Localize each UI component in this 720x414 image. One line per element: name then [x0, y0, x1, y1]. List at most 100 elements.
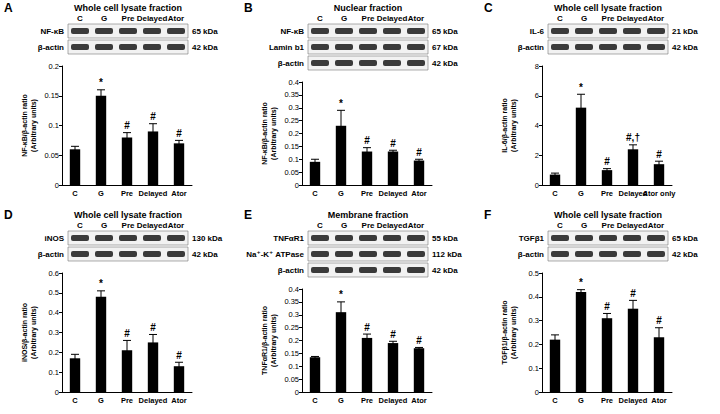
svg-text:Pre: Pre: [121, 396, 133, 405]
svg-text:67 kDa: 67 kDa: [432, 43, 458, 52]
svg-text:C: C: [557, 14, 563, 23]
svg-text:Na⁺-K⁺ ATPase: Na⁺-K⁺ ATPase: [246, 250, 304, 259]
svg-text:G: G: [101, 14, 107, 23]
svg-text:#: #: [390, 138, 396, 149]
svg-text:4: 4: [535, 121, 539, 130]
svg-text:Whole cell lysate fraction: Whole cell lysate fraction: [74, 3, 182, 13]
svg-text:0: 0: [295, 181, 299, 190]
svg-text:0.35: 0.35: [284, 297, 299, 306]
svg-text:C: C: [312, 396, 318, 405]
svg-text:#: #: [124, 328, 130, 339]
svg-text:C: C: [312, 189, 318, 198]
svg-text:β-actin: β-actin: [518, 250, 544, 259]
svg-text:C: C: [72, 396, 78, 405]
svg-text:#: #: [364, 322, 370, 333]
svg-text:β-actin: β-actin: [278, 59, 304, 68]
svg-text:Pre: Pre: [121, 189, 133, 198]
svg-text:#,†: #,†: [626, 132, 640, 143]
svg-text:Delayed: Delayed: [617, 14, 648, 23]
svg-text:0: 0: [535, 388, 539, 397]
svg-text:Delayed: Delayed: [377, 221, 408, 230]
svg-text:C: C: [77, 221, 83, 230]
svg-text:Whole cell lysate fraction: Whole cell lysate fraction: [554, 3, 662, 13]
svg-text:Delayed: Delayed: [137, 14, 168, 23]
svg-text:F: F: [484, 208, 491, 222]
svg-text:Ator: Ator: [648, 221, 664, 230]
svg-text:*: *: [339, 98, 343, 109]
svg-text:0.25: 0.25: [284, 116, 299, 125]
svg-text:0.3: 0.3: [49, 328, 59, 337]
svg-text:42 kDa: 42 kDa: [432, 266, 458, 275]
svg-text:Pre: Pre: [361, 189, 373, 198]
svg-text:G: G: [581, 221, 587, 230]
svg-text:Ator: Ator: [408, 221, 424, 230]
svg-text:G: G: [578, 396, 584, 405]
svg-text:0.5: 0.5: [529, 269, 539, 278]
svg-text:#: #: [630, 288, 636, 299]
svg-text:0.25: 0.25: [284, 323, 299, 332]
svg-text:(Arbitrary units): (Arbitrary units): [510, 99, 518, 152]
svg-text:C: C: [484, 1, 493, 15]
svg-text:NF-κB/β-actin ratio: NF-κB/β-actin ratio: [261, 102, 269, 165]
svg-text:42 kDa: 42 kDa: [192, 43, 218, 52]
svg-text:G: G: [341, 221, 347, 230]
svg-text:55 kDa: 55 kDa: [432, 234, 458, 243]
svg-text:#: #: [416, 335, 422, 346]
svg-text:Delayed: Delayed: [137, 221, 168, 230]
svg-text:112 kDa: 112 kDa: [432, 250, 462, 259]
svg-text:β-actin: β-actin: [38, 250, 64, 259]
svg-text:C: C: [72, 189, 78, 198]
svg-text:130 kDa: 130 kDa: [192, 234, 223, 243]
svg-text:0.2: 0.2: [49, 348, 59, 357]
svg-text:Ator: Ator: [171, 189, 186, 198]
svg-text:42 kDa: 42 kDa: [672, 250, 698, 259]
svg-text:0.5: 0.5: [49, 288, 59, 297]
svg-text:#: #: [390, 329, 396, 340]
svg-text:8: 8: [535, 62, 539, 71]
svg-text:0: 0: [55, 181, 59, 190]
svg-text:C: C: [557, 221, 563, 230]
svg-text:0.4: 0.4: [289, 78, 299, 87]
svg-text:0.4: 0.4: [49, 308, 59, 317]
svg-text:0.05: 0.05: [284, 375, 299, 384]
svg-text:0.1: 0.1: [289, 362, 299, 371]
svg-text:Delayed: Delayed: [379, 396, 408, 405]
svg-text:C: C: [77, 14, 83, 23]
svg-text:C: C: [317, 221, 323, 230]
svg-text:*: *: [579, 82, 583, 93]
svg-text:0.2: 0.2: [289, 129, 299, 138]
svg-text:0.6: 0.6: [49, 269, 59, 278]
svg-text:(Arbitrary units): (Arbitrary units): [30, 99, 38, 152]
svg-text:Whole cell lysate fraction: Whole cell lysate fraction: [74, 210, 182, 220]
svg-text:IL-6: IL-6: [530, 27, 545, 36]
svg-text:β-actin: β-actin: [278, 266, 304, 275]
svg-text:0.3: 0.3: [289, 310, 299, 319]
svg-text:TNFαR1: TNFαR1: [273, 234, 304, 243]
svg-text:β-actin: β-actin: [38, 43, 64, 52]
svg-text:2: 2: [535, 151, 539, 160]
svg-text:(Arbitrary units): (Arbitrary units): [30, 306, 38, 359]
svg-text:E: E: [244, 208, 252, 222]
svg-text:C: C: [552, 396, 558, 405]
svg-text:IL-6/β-actin ratio: IL-6/β-actin ratio: [501, 98, 509, 152]
svg-text:Pre: Pre: [362, 14, 375, 23]
svg-text:Delayed: Delayed: [377, 14, 408, 23]
svg-text:#: #: [604, 156, 610, 167]
svg-text:0.3: 0.3: [289, 103, 299, 112]
svg-text:Delayed: Delayed: [619, 396, 648, 405]
svg-text:Ator: Ator: [411, 189, 426, 198]
svg-text:iNOS/β-actin ratio: iNOS/β-actin ratio: [21, 303, 29, 362]
svg-text:0.15: 0.15: [284, 142, 299, 151]
svg-text:0.05: 0.05: [284, 168, 299, 177]
svg-text:Ator: Ator: [411, 396, 426, 405]
svg-text:G: G: [338, 396, 344, 405]
svg-text:C: C: [552, 189, 558, 198]
svg-text:#: #: [656, 149, 662, 160]
svg-text:0.1: 0.1: [49, 121, 59, 130]
svg-text:0: 0: [295, 388, 299, 397]
svg-text:0.1: 0.1: [289, 155, 299, 164]
svg-text:*: *: [339, 289, 343, 300]
svg-text:A: A: [4, 1, 13, 15]
svg-text:0.4: 0.4: [289, 285, 299, 294]
svg-text:Delayed: Delayed: [617, 221, 648, 230]
